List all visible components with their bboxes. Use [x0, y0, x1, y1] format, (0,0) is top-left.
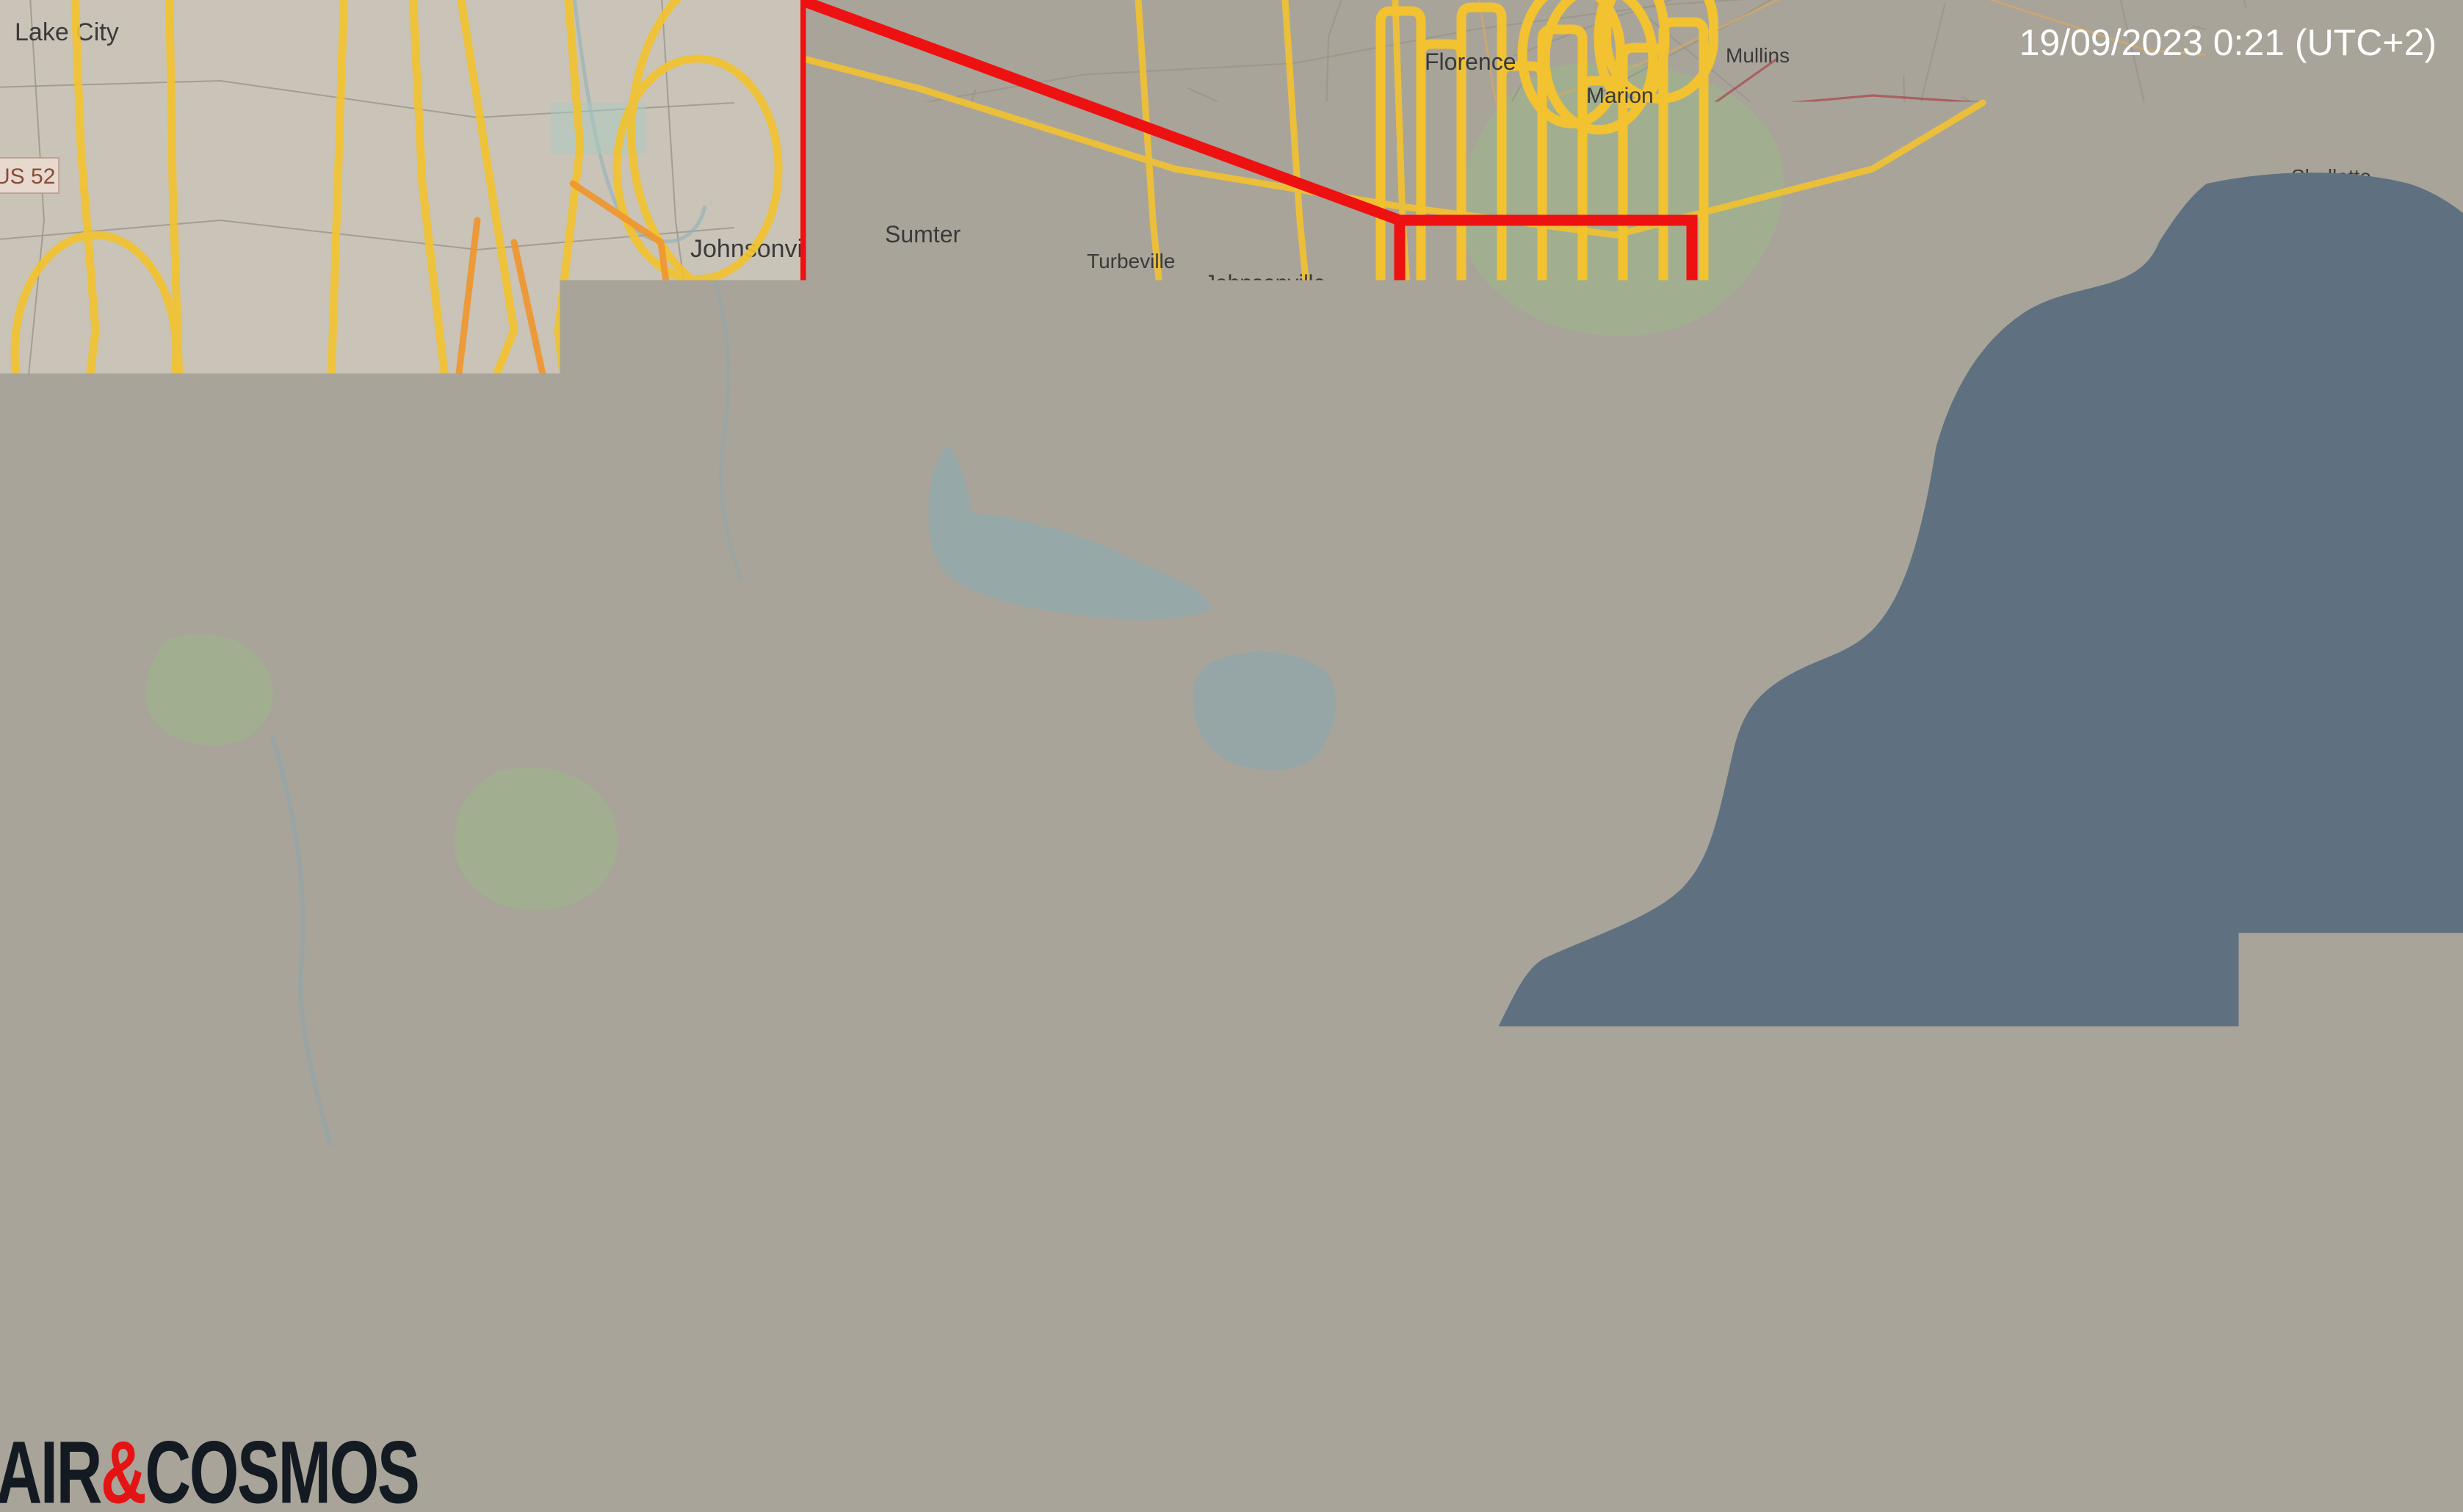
svg-text:North Charleston: North Charleston: [1285, 918, 1441, 941]
svg-text:Fairfax: Fairfax: [885, 951, 948, 974]
svg-text:FOXX840: FOXX840: [1826, 585, 2046, 641]
svg-text:12 000+: 12 000+: [2364, 1484, 2455, 1512]
svg-text:Sumter: Sumter: [885, 221, 961, 247]
svg-text:2 400: 2 400: [1708, 1484, 1771, 1512]
svg-text:Moncks Corner: Moncks Corner: [1226, 742, 1366, 764]
svg-text:Savannah: Savannah: [514, 860, 600, 882]
svg-text:Hampton: Hampton: [973, 1002, 1057, 1025]
svg-text:North Myrtle: North Myrtle: [1994, 313, 2098, 335]
svg-text:Johnsonville: Johnsonville: [1204, 271, 1325, 295]
svg-text:adsbexchange.com: adsbexchange.com: [1883, 687, 2176, 726]
svg-text:AIR&COSMOS: AIR&COSMOS: [0, 1423, 418, 1512]
svg-text:Beechcraft: Beechcraft: [1850, 914, 1901, 927]
svg-text:Georgetown: Georgetown: [1616, 455, 1728, 478]
svg-text:Allendale: Allendale: [797, 914, 881, 937]
svg-text:300: 300: [1049, 1484, 1091, 1512]
svg-text:Marion: Marion: [1586, 84, 1654, 108]
svg-text:BEECH 200 Super King Air: BEECH 200 Super King Air: [1810, 1293, 2218, 1331]
svg-text:Charleston: Charleston: [1314, 972, 1421, 996]
svg-text:thews: thews: [606, 761, 656, 783]
svg-text:Loris: Loris: [1968, 282, 2016, 306]
svg-text:Copy Link: Copy Link: [2055, 646, 2198, 679]
svg-text:Turbeville: Turbeville: [1087, 250, 1175, 272]
svg-text:BE20: BE20: [2135, 1252, 2218, 1290]
svg-text:Hex: AE074E: Hex: AE074E: [1826, 648, 2020, 681]
svg-text:Type:: Type:: [1826, 1252, 1909, 1290]
svg-text:163840: 163840: [2105, 1118, 2218, 1157]
svg-text:6 000: 6 000: [2043, 1484, 2105, 1512]
svg-text:Beach: Beach: [2016, 339, 2070, 361]
svg-text:US 52: US 52: [0, 164, 55, 189]
svg-text:ALTITUDE (m): ALTITUDE (m): [560, 1451, 723, 1479]
svg-text:Conway: Conway: [1865, 282, 1945, 306]
svg-text:DB flags:: DB flags:: [1826, 1211, 1964, 1249]
svg-text:600: 600: [1216, 1484, 1258, 1512]
svg-text:United States: United States: [2015, 1165, 2218, 1203]
svg-text:1 800: 1 800: [1541, 1484, 1603, 1512]
svg-text:Saint George: Saint George: [891, 767, 1021, 791]
svg-text:military: military: [2111, 1211, 2218, 1249]
svg-text:Blackville: Blackville: [503, 639, 589, 662]
svg-text:Forest: Forest: [1579, 812, 1634, 834]
svg-text:National: National: [1579, 790, 1650, 812]
svg-text:1 200: 1 200: [1373, 1484, 1436, 1512]
svg-text:Lake City: Lake City: [15, 18, 119, 46]
svg-text:150: 150: [881, 1484, 923, 1512]
svg-text:Hemingway: Hemingway: [1314, 374, 1430, 398]
svg-text:Statesboro: Statesboro: [169, 1241, 268, 1264]
svg-text:Myrtle Beach: Myrtle Beach: [1961, 396, 2089, 420]
svg-text:9 000: 9 000: [2210, 1484, 2273, 1512]
svg-text:Bamberg: Bamberg: [679, 672, 763, 695]
svg-text:Lake Moultrie: Lake Moultrie: [1215, 698, 1330, 720]
svg-text:Hanahan: Hanahan: [1303, 886, 1381, 908]
svg-text:Marion: Marion: [1579, 768, 1637, 790]
svg-text:Lake Marion: Lake Marion: [947, 496, 1057, 518]
svg-text:Shallotte: Shallotte: [2291, 165, 2371, 188]
svg-text:Walterboro: Walterboro: [885, 1102, 985, 1124]
svg-text:Francis: Francis: [1572, 746, 1634, 768]
svg-text:3 000: 3 000: [1876, 1484, 1938, 1512]
svg-text:Reg.:: Reg.:: [1826, 1118, 1907, 1157]
svg-text:River Site: River Site: [514, 882, 597, 904]
svg-text:Goose Creek: Goose Creek: [1274, 822, 1396, 845]
svg-text:Yemassee: Yemassee: [1314, 1102, 1410, 1124]
svg-text:Ridgeland: Ridgeland: [474, 1208, 566, 1231]
svg-text:19/09/2023 0:21 (UTC+2): 19/09/2023 0:21 (UTC+2): [2019, 22, 2437, 63]
svg-text:Mullins: Mullins: [1726, 44, 1790, 67]
svg-text:Florence: Florence: [1425, 48, 1516, 75]
svg-text:Manning: Manning: [1146, 388, 1230, 413]
svg-text:0: 0: [728, 1484, 742, 1512]
svg-text:Kiawah Island: Kiawah Island: [1197, 1091, 1316, 1113]
svg-text:Barnwell: Barnwell: [764, 811, 842, 834]
